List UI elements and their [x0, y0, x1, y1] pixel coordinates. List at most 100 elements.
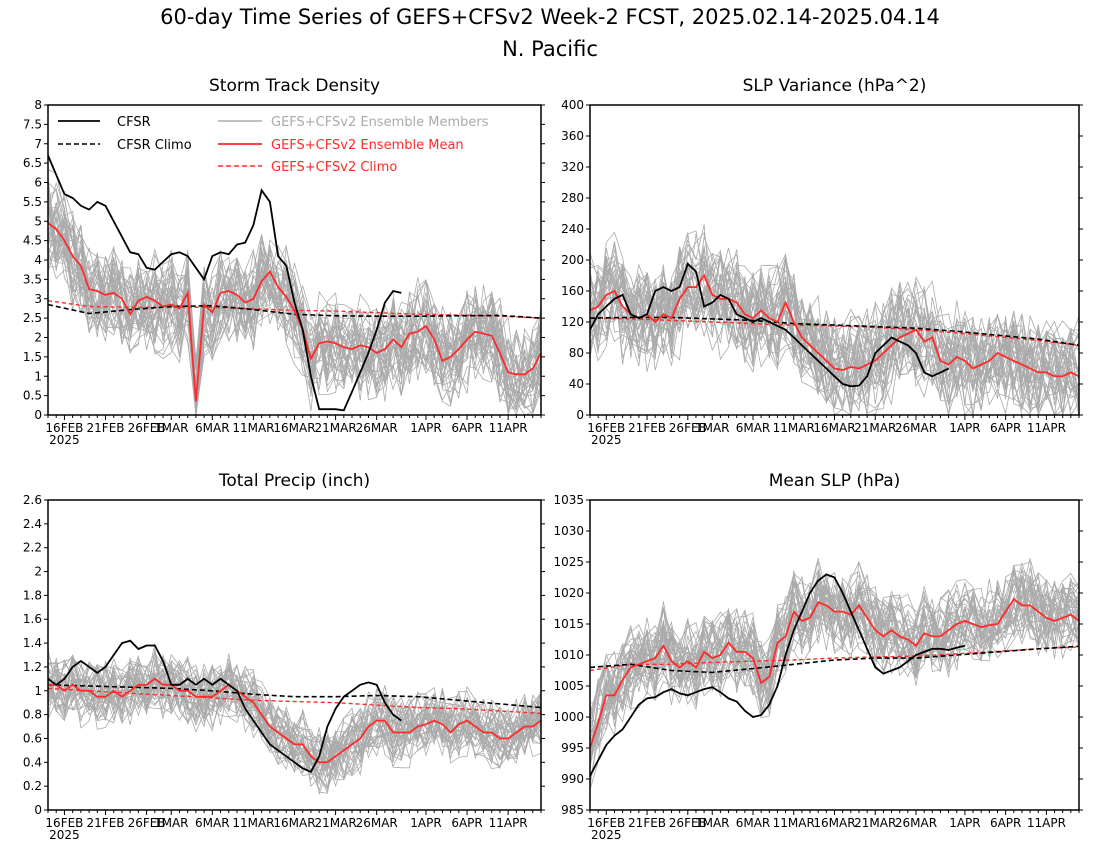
x-tick-label: 11MAR	[232, 421, 274, 435]
x-tick-label: 1APR	[410, 421, 441, 435]
y-tick-label: 1.2	[23, 660, 42, 674]
y-tick-label: 995	[561, 741, 584, 755]
chart-panel-2: SLP Variance (hPa^2) 0 40 80 120 160 200 240 280…	[561, 76, 1083, 447]
y-tick-label: 320	[561, 160, 584, 174]
x-tick-label: 26FEB	[128, 816, 166, 830]
x-tick-label: 21FEB	[628, 421, 666, 435]
ensemble-member-line	[590, 255, 1079, 415]
plot-frame	[589, 499, 1080, 811]
y-tick-label: 6.5	[23, 156, 42, 170]
y-tick-label: 3	[34, 292, 42, 306]
gefs-climo-line	[590, 317, 1079, 346]
ensemble-member-line	[48, 190, 541, 410]
y-tick-label: 5	[34, 214, 42, 228]
y-tick-label: 1005	[553, 679, 584, 693]
x-tick-label: 1APR	[949, 816, 980, 830]
ensemble-member-line	[48, 657, 541, 771]
x-tick-label: 6MAR	[195, 421, 230, 435]
y-tick-label: 1	[34, 369, 42, 383]
x-tick-label: 11APR	[489, 816, 528, 830]
y-tick-label: 5.5	[23, 195, 42, 209]
figure-title: 60-day Time Series of GEFS+CFSv2 Week-2 …	[160, 5, 940, 29]
y-tick-label: 0.5	[23, 389, 42, 403]
y-tick-label: 2.6	[23, 493, 42, 507]
ensemble-member-line	[48, 676, 541, 781]
figure-subtitle: N. Pacific	[502, 37, 598, 61]
x-tick-label: 21MAR	[854, 816, 896, 830]
y-tick-label: 0.4	[23, 755, 42, 769]
ensemble-member-line	[590, 250, 1079, 401]
y-tick-label: 240	[561, 222, 584, 236]
x-tick-label: 21MAR	[314, 421, 356, 435]
x-tick-label: 1MAR	[695, 421, 730, 435]
x-tick-label: 26FEB	[669, 421, 707, 435]
ensemble-member-line	[590, 252, 1079, 410]
cfsr-climo-line	[48, 684, 541, 709]
x-tick-label: 11APR	[1027, 421, 1066, 435]
x-tick-label: 6APR	[451, 816, 482, 830]
x-tick-label: 11APR	[489, 421, 528, 435]
y-tick-label: 280	[561, 191, 584, 205]
x-year-label: 2025	[49, 828, 80, 842]
x-tick-label: 11MAR	[773, 421, 815, 435]
ensemble-mean-line	[48, 222, 541, 402]
ensemble-member-line	[590, 249, 1079, 408]
x-tick-label: 26MAR	[895, 421, 937, 435]
ensemble-member-line	[48, 652, 541, 776]
x-tick-label: 16FEB	[45, 421, 83, 435]
legend-mean-label: GEFS+CFSv2 Ensemble Mean	[271, 138, 464, 153]
x-tick-label: 6MAR	[736, 816, 771, 830]
x-tick-label: 16MAR	[273, 816, 315, 830]
x-tick-label: 6MAR	[736, 421, 771, 435]
y-tick-label: 1020	[553, 586, 584, 600]
chart-panel-4: Mean SLP (hPa) 985 990 995 1000 1005 1010 1015 1…	[553, 471, 1083, 842]
ensemble-member-line	[590, 232, 1079, 400]
y-tick-label: 2	[34, 565, 42, 579]
ensemble-member-line	[590, 576, 1079, 747]
y-tick-label: 40	[569, 377, 584, 391]
plot-area	[590, 224, 1079, 415]
y-tick-label: 0	[576, 408, 584, 422]
y-tick-label: 400	[561, 98, 584, 112]
ensemble-member-line	[590, 574, 1079, 727]
y-tick-label: 200	[561, 253, 584, 267]
y-tick-label: 360	[561, 129, 584, 143]
ensemble-member-line	[48, 676, 541, 790]
y-tick-label: 1.4	[23, 636, 42, 650]
ensemble-member-line	[590, 289, 1079, 415]
y-tick-label: 985	[561, 803, 584, 817]
x-tick-label: 21MAR	[854, 421, 896, 435]
y-tick-label: 1000	[553, 710, 584, 724]
x-tick-label: 21FEB	[87, 816, 125, 830]
legend-cfsr-label: CFSR	[117, 115, 151, 130]
x-tick-label: 16FEB	[587, 816, 625, 830]
y-tick-label: 2.4	[23, 517, 42, 531]
x-tick-label: 6APR	[990, 816, 1021, 830]
cfsr-line	[48, 639, 402, 773]
y-tick-label: 1025	[553, 555, 584, 569]
y-tick-label: 7.5	[23, 117, 42, 131]
y-tick-label: 1010	[553, 648, 584, 662]
y-tick-label: 1.8	[23, 588, 42, 602]
cfsr-line	[590, 573, 966, 777]
ensemble-member-line	[590, 263, 1079, 415]
y-tick-label: 7	[34, 137, 42, 151]
ensemble-member-line	[48, 178, 541, 405]
y-tick-label: 0.2	[23, 779, 42, 793]
legend: CFSR CFSR Climo GEFS+CFSv2 Ensemble Member…	[58, 115, 489, 175]
chart-panel-3: Total Precip (inch) 0 0.2 0.4 0.6 0.8 1 1.2 1.4 1…	[23, 471, 545, 842]
ensemble-member-line	[48, 659, 541, 792]
ensemble-member-line	[590, 568, 1079, 736]
ensemble-member-line	[48, 676, 541, 777]
y-tick-label: 8	[34, 98, 42, 112]
panel-title: Total Precip (inch)	[218, 471, 370, 491]
y-tick-label: 6	[34, 176, 42, 190]
x-tick-label: 26MAR	[895, 816, 937, 830]
x-year-label: 2025	[49, 433, 80, 447]
x-tick-label: 11MAR	[773, 816, 815, 830]
ensemble-member-line	[590, 251, 1079, 415]
x-tick-label: 26MAR	[356, 421, 398, 435]
x-tick-label: 16MAR	[813, 421, 855, 435]
ensemble-member-line	[590, 582, 1079, 790]
x-tick-label: 26MAR	[356, 816, 398, 830]
